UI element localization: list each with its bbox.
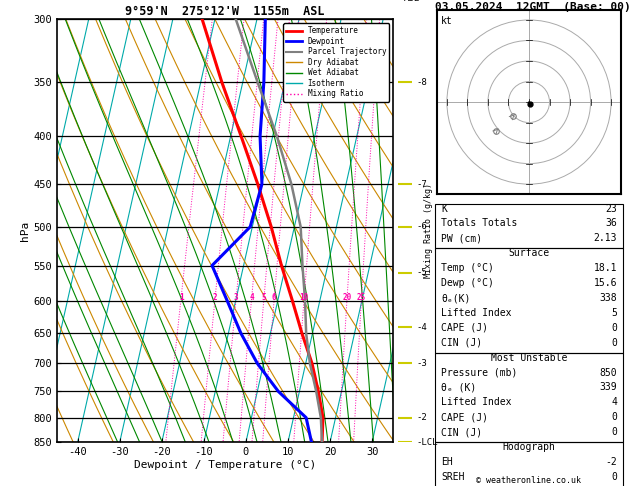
Text: θₑ(K): θₑ(K) bbox=[441, 293, 470, 303]
Text: -2: -2 bbox=[417, 413, 428, 422]
Text: 0: 0 bbox=[611, 427, 617, 437]
Text: 3: 3 bbox=[234, 293, 238, 302]
Title: 9°59'N  275°12'W  1155m  ASL: 9°59'N 275°12'W 1155m ASL bbox=[125, 5, 325, 18]
Text: 23: 23 bbox=[605, 204, 617, 213]
Text: 1: 1 bbox=[179, 293, 184, 302]
Text: 2: 2 bbox=[213, 293, 218, 302]
Text: km
ASL: km ASL bbox=[404, 0, 420, 3]
Text: Dewp (°C): Dewp (°C) bbox=[441, 278, 494, 288]
Text: 0: 0 bbox=[611, 338, 617, 348]
Text: Mixing Ratio (g/kg): Mixing Ratio (g/kg) bbox=[424, 183, 433, 278]
Text: Hodograph: Hodograph bbox=[503, 442, 555, 452]
Text: 0: 0 bbox=[611, 412, 617, 422]
Text: Temp (°C): Temp (°C) bbox=[441, 263, 494, 273]
Text: 36: 36 bbox=[605, 219, 617, 228]
X-axis label: Dewpoint / Temperature (°C): Dewpoint / Temperature (°C) bbox=[134, 460, 316, 470]
Text: Most Unstable: Most Unstable bbox=[491, 353, 567, 363]
Text: 0: 0 bbox=[611, 323, 617, 333]
Text: -7: -7 bbox=[417, 179, 428, 189]
Text: 03.05.2024  12GMT  (Base: 00): 03.05.2024 12GMT (Base: 00) bbox=[435, 2, 629, 13]
Text: 2.13: 2.13 bbox=[594, 233, 617, 243]
Text: 18.1: 18.1 bbox=[594, 263, 617, 273]
Text: 10: 10 bbox=[299, 293, 309, 302]
Text: 20: 20 bbox=[342, 293, 352, 302]
Text: 4: 4 bbox=[611, 398, 617, 407]
Text: θₑ (K): θₑ (K) bbox=[441, 382, 476, 393]
Text: -2: -2 bbox=[605, 457, 617, 467]
Text: © weatheronline.co.uk: © weatheronline.co.uk bbox=[477, 476, 581, 485]
Text: SREH: SREH bbox=[441, 472, 464, 482]
Bar bbox=[435, 442, 623, 486]
Text: Pressure (mb): Pressure (mb) bbox=[441, 367, 517, 378]
Text: Lifted Index: Lifted Index bbox=[441, 308, 511, 318]
Text: CAPE (J): CAPE (J) bbox=[441, 412, 488, 422]
Text: EH: EH bbox=[441, 457, 453, 467]
Text: 338: 338 bbox=[599, 293, 617, 303]
Text: -8: -8 bbox=[417, 78, 428, 87]
Bar bbox=[435, 248, 623, 353]
Legend: Temperature, Dewpoint, Parcel Trajectory, Dry Adiabat, Wet Adiabat, Isotherm, Mi: Temperature, Dewpoint, Parcel Trajectory… bbox=[283, 23, 389, 102]
Text: Totals Totals: Totals Totals bbox=[441, 219, 517, 228]
Text: CIN (J): CIN (J) bbox=[441, 338, 482, 348]
Text: -4: -4 bbox=[417, 323, 428, 331]
Text: -5: -5 bbox=[417, 268, 428, 278]
Text: 4: 4 bbox=[249, 293, 254, 302]
Text: K: K bbox=[441, 204, 447, 213]
Text: 25: 25 bbox=[357, 293, 366, 302]
Text: kt: kt bbox=[441, 16, 452, 26]
Text: CAPE (J): CAPE (J) bbox=[441, 323, 488, 333]
Text: CIN (J): CIN (J) bbox=[441, 427, 482, 437]
Text: 850: 850 bbox=[599, 367, 617, 378]
Text: Surface: Surface bbox=[508, 248, 550, 258]
Text: 15.6: 15.6 bbox=[594, 278, 617, 288]
Text: Lifted Index: Lifted Index bbox=[441, 398, 511, 407]
Text: -3: -3 bbox=[417, 359, 428, 368]
Text: -LCL: -LCL bbox=[417, 438, 438, 447]
Text: PW (cm): PW (cm) bbox=[441, 233, 482, 243]
Bar bbox=[435, 353, 623, 442]
Text: 339: 339 bbox=[599, 382, 617, 393]
Y-axis label: hPa: hPa bbox=[20, 221, 30, 241]
Text: 0: 0 bbox=[611, 472, 617, 482]
Text: 6: 6 bbox=[272, 293, 277, 302]
Text: -6: -6 bbox=[417, 222, 428, 231]
Text: 5: 5 bbox=[611, 308, 617, 318]
Text: 5: 5 bbox=[262, 293, 266, 302]
Bar bbox=[435, 204, 623, 248]
